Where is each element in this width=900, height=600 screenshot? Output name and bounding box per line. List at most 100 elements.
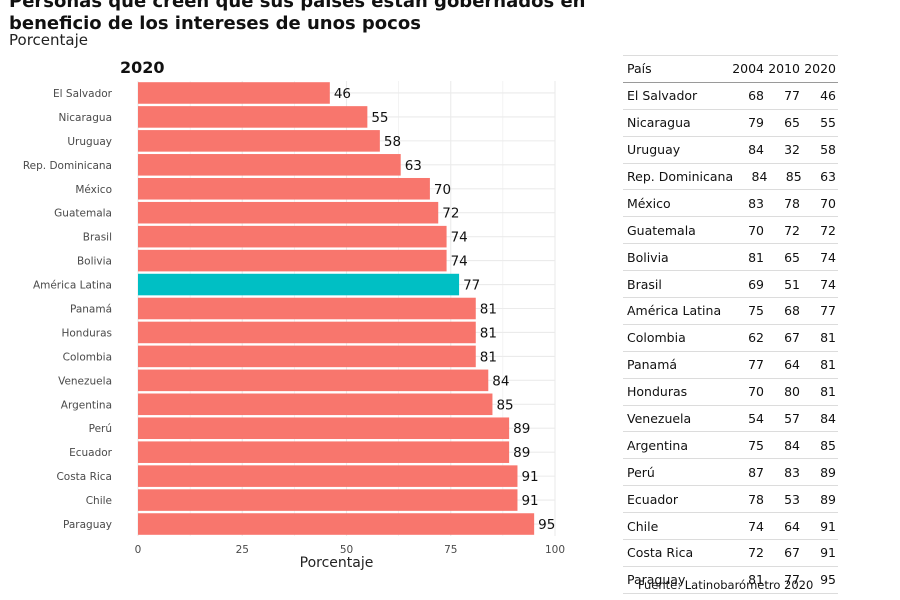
bar — [138, 273, 460, 296]
category-label: Venezuela — [58, 375, 112, 387]
data-label: 84 — [492, 373, 509, 389]
table-cell: 54 — [748, 411, 764, 427]
table-cell: México — [627, 195, 671, 211]
table-cell: 68 — [748, 88, 764, 104]
table-row: El Salvador 68 77 46 — [623, 83, 838, 110]
table-header-cell: 2010 — [768, 61, 800, 77]
bar — [138, 369, 489, 392]
category-label: Rep. Dominicana — [23, 160, 112, 172]
bar — [138, 465, 518, 487]
table-cell: Bolivia — [627, 249, 669, 265]
bar — [138, 225, 447, 248]
table-cell: 64 — [784, 357, 800, 373]
table-cell: 63 — [820, 169, 836, 184]
table-row: Colombia 62 67 81 — [623, 325, 838, 352]
table-header-cell: País — [627, 61, 652, 77]
data-label: 89 — [513, 445, 530, 461]
category-label: América Latina — [33, 280, 112, 292]
table-cell: 79 — [748, 115, 764, 131]
table-cell: 68 — [784, 303, 800, 319]
table-header-cell: 2020 — [804, 61, 836, 77]
data-label: 46 — [334, 86, 351, 102]
table-cell: 77 — [748, 357, 764, 373]
data-label: 81 — [480, 302, 497, 318]
category-label: Ecuador — [69, 447, 113, 459]
bar — [138, 177, 430, 200]
table-cell: 58 — [820, 142, 836, 158]
table-cell: 70 — [748, 222, 764, 238]
table-cell: 87 — [748, 464, 764, 480]
category-label: Colombia — [63, 351, 112, 363]
x-tick-label: 75 — [444, 544, 457, 556]
table-cell: 57 — [784, 411, 800, 427]
table-cell: 81 — [748, 249, 764, 265]
data-label: 81 — [480, 349, 497, 365]
bar — [138, 345, 476, 368]
bar — [138, 297, 476, 320]
table-cell: Perú — [627, 464, 655, 480]
table-cell: 64 — [784, 518, 800, 534]
table-cell: 70 — [820, 195, 836, 211]
table-cell: 84 — [751, 169, 768, 184]
table-cell: 72 — [748, 545, 764, 561]
table-cell: 55 — [820, 115, 836, 131]
table-cell: América Latina — [627, 303, 722, 319]
table-cell: Honduras — [627, 384, 688, 400]
x-tick-label: 100 — [545, 544, 565, 556]
data-label: 63 — [405, 158, 422, 174]
table-cell: 75 — [748, 303, 764, 319]
bar — [138, 417, 510, 440]
table-cell: 62 — [748, 330, 764, 346]
table-cell: 67 — [784, 545, 800, 561]
table-header-row: País 2004 2010 2020 — [623, 55, 838, 83]
table-cell: Brasil — [627, 276, 662, 292]
table-row: Ecuador 78 53 89 — [623, 486, 838, 514]
table-row: América Latina 75 68 77 — [623, 298, 838, 325]
bar — [138, 441, 510, 463]
data-label: 58 — [384, 134, 401, 150]
table-cell: 72 — [820, 222, 836, 238]
table-cell: Chile — [627, 518, 659, 534]
data-label: 95 — [538, 517, 555, 533]
data-label: 74 — [451, 254, 468, 270]
category-label: Brasil — [83, 232, 112, 244]
table-cell: 51 — [784, 276, 800, 292]
table-cell: 89 — [820, 491, 836, 507]
bar — [138, 249, 447, 272]
table-cell: 81 — [820, 384, 836, 400]
bar — [138, 489, 518, 511]
chart-title: Personas que creen que sus países están … — [9, 0, 586, 34]
data-label: 55 — [371, 110, 388, 126]
table-cell: 65 — [784, 115, 800, 131]
table-cell: 85 — [785, 169, 802, 184]
data-table: País 2004 2010 2020 El Salvador 68 77 46 Nic… — [623, 55, 838, 594]
bar — [138, 393, 493, 416]
x-tick-label: 50 — [340, 544, 353, 556]
table-cell: 85 — [820, 437, 836, 453]
table-cell: 81 — [820, 330, 836, 346]
data-label: 91 — [521, 493, 538, 509]
bar — [138, 82, 330, 104]
category-label: Uruguay — [67, 136, 112, 148]
table-cell: 81 — [748, 572, 764, 588]
category-label: Bolivia — [77, 256, 112, 268]
table-cell: Guatemala — [627, 222, 696, 238]
table-cell: 91 — [820, 518, 836, 534]
table-cell: 53 — [784, 491, 800, 507]
bar — [138, 106, 368, 128]
category-label: Argentina — [61, 399, 112, 411]
table-cell: Costa Rica — [627, 545, 694, 561]
table-cell: 89 — [820, 464, 836, 480]
category-label: Paraguay — [63, 519, 112, 531]
data-label: 77 — [463, 278, 480, 294]
table-cell: 69 — [748, 276, 764, 292]
table-cell: 65 — [784, 249, 800, 265]
table-cell: 74 — [820, 249, 836, 265]
source-note: Fuente: Latinobarómetro 2020 — [638, 578, 814, 592]
table-row: Uruguay 84 32 58 — [623, 137, 838, 164]
panel-title: 2020 — [120, 58, 165, 77]
category-label: México — [75, 184, 112, 196]
category-label: Costa Rica — [56, 471, 112, 483]
table-row: Guatemala 70 72 72 — [623, 217, 838, 245]
table-cell: 67 — [784, 330, 800, 346]
